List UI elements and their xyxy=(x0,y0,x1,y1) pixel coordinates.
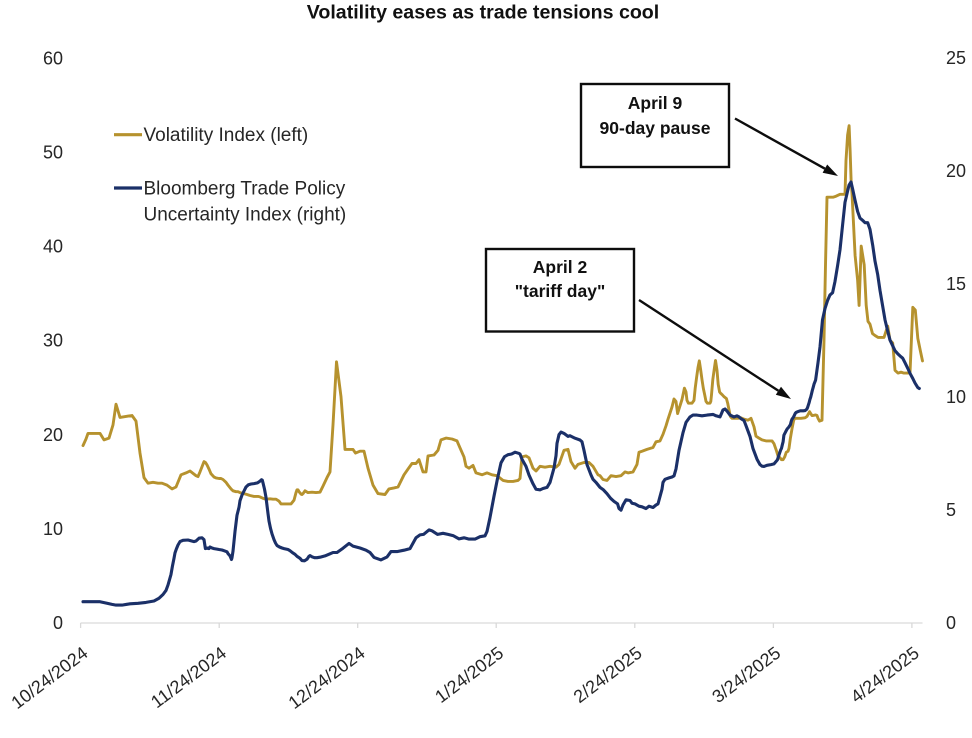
svg-text:10: 10 xyxy=(946,387,966,407)
svg-text:20: 20 xyxy=(43,425,63,445)
svg-text:20: 20 xyxy=(946,161,966,181)
svg-text:Uncertainty Index (right): Uncertainty Index (right) xyxy=(144,205,347,226)
svg-text:90-day pause: 90-day pause xyxy=(600,118,711,138)
svg-text:Volatility eases as trade tens: Volatility eases as trade tensions cool xyxy=(307,2,659,24)
svg-text:Volatility Index (left): Volatility Index (left) xyxy=(144,125,309,146)
svg-text:April 2: April 2 xyxy=(533,257,588,277)
svg-text:"tariff day": "tariff day" xyxy=(515,281,606,301)
svg-text:25: 25 xyxy=(946,48,966,68)
svg-text:30: 30 xyxy=(43,331,63,351)
svg-text:Bloomberg Trade Policy: Bloomberg Trade Policy xyxy=(144,179,346,200)
svg-text:50: 50 xyxy=(43,143,63,163)
svg-text:40: 40 xyxy=(43,237,63,257)
svg-text:April 9: April 9 xyxy=(628,93,683,113)
svg-text:60: 60 xyxy=(43,48,63,68)
svg-text:5: 5 xyxy=(946,500,956,520)
svg-text:10: 10 xyxy=(43,519,63,539)
svg-text:15: 15 xyxy=(946,274,966,294)
svg-text:0: 0 xyxy=(946,613,956,633)
svg-text:0: 0 xyxy=(53,613,63,633)
